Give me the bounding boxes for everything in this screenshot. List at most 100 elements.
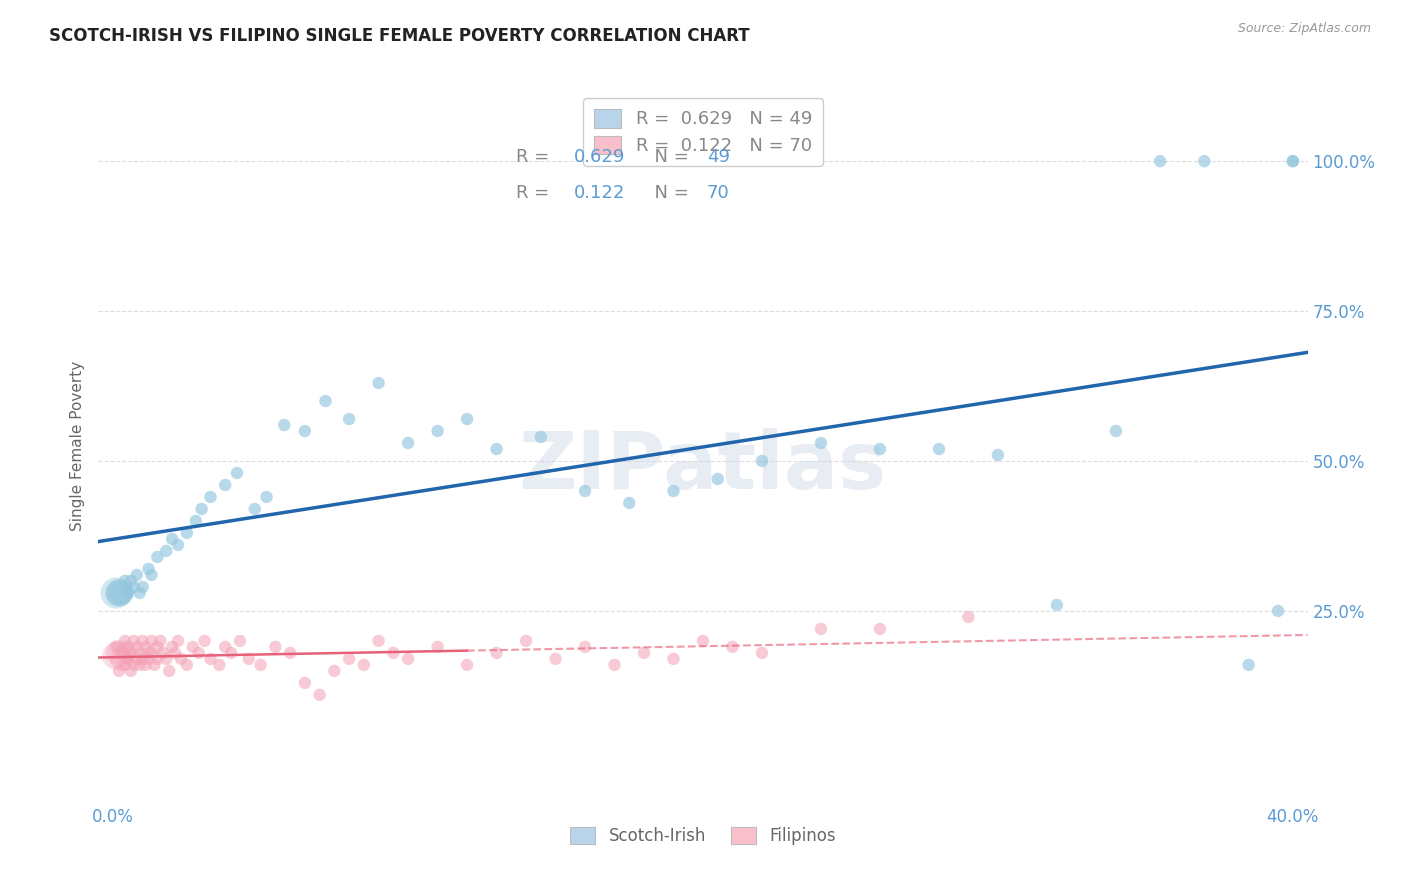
Legend: Scotch-Irish, Filipinos: Scotch-Irish, Filipinos: [564, 820, 842, 852]
Point: [200, 652, 222, 666]
Point: [128, 586, 150, 600]
Point: [108, 586, 131, 600]
Point: [1105, 424, 1128, 438]
Point: [810, 622, 832, 636]
Point: [367, 633, 389, 648]
Point: [135, 657, 157, 672]
Point: [278, 646, 301, 660]
Point: [619, 496, 641, 510]
Point: [544, 652, 567, 666]
Point: [810, 436, 832, 450]
Point: [128, 657, 150, 672]
Point: [574, 640, 596, 654]
Y-axis label: Single Female Poverty: Single Female Poverty: [69, 361, 84, 531]
Point: [662, 483, 685, 498]
Point: [160, 640, 183, 654]
Point: [155, 544, 177, 558]
Point: [751, 646, 773, 660]
Point: [146, 640, 169, 654]
Point: [146, 652, 169, 666]
Point: [200, 490, 222, 504]
Point: [692, 633, 714, 648]
Point: [138, 646, 160, 660]
Point: [1267, 604, 1289, 618]
Text: R =: R =: [516, 148, 554, 166]
Point: [238, 652, 260, 666]
Point: [530, 430, 553, 444]
Point: [170, 652, 193, 666]
Text: ZIPatlas: ZIPatlas: [519, 428, 887, 507]
Point: [125, 640, 148, 654]
Point: [125, 652, 148, 666]
Point: [141, 568, 163, 582]
Point: [353, 657, 375, 672]
Point: [485, 646, 508, 660]
Point: [229, 633, 252, 648]
Point: [603, 657, 626, 672]
Point: [456, 657, 478, 672]
Point: [1194, 154, 1216, 169]
Point: [987, 448, 1010, 462]
Point: [396, 652, 419, 666]
Point: [131, 652, 153, 666]
Point: [208, 657, 231, 672]
Point: [751, 454, 773, 468]
Point: [214, 478, 236, 492]
Point: [114, 646, 136, 660]
Point: [125, 568, 148, 582]
Point: [155, 652, 177, 666]
Point: [120, 664, 142, 678]
Point: [633, 646, 655, 660]
Point: [111, 586, 134, 600]
Point: [249, 657, 271, 672]
Point: [273, 417, 295, 432]
Point: [382, 646, 405, 660]
Point: [367, 376, 389, 390]
Point: [1149, 154, 1171, 169]
Point: [160, 532, 183, 546]
Text: SCOTCH-IRISH VS FILIPINO SINGLE FEMALE POVERTY CORRELATION CHART: SCOTCH-IRISH VS FILIPINO SINGLE FEMALE P…: [49, 27, 749, 45]
Point: [574, 483, 596, 498]
Point: [120, 574, 142, 588]
Text: Source: ZipAtlas.com: Source: ZipAtlas.com: [1237, 22, 1371, 36]
Point: [1282, 154, 1305, 169]
Point: [108, 586, 131, 600]
Point: [214, 640, 236, 654]
Point: [114, 657, 136, 672]
Point: [117, 640, 139, 654]
Point: [167, 633, 190, 648]
Point: [256, 490, 278, 504]
Point: [721, 640, 744, 654]
Point: [662, 652, 685, 666]
Point: [111, 652, 134, 666]
Point: [122, 633, 145, 648]
Point: [308, 688, 330, 702]
Point: [1046, 598, 1069, 612]
Point: [1282, 154, 1305, 169]
Point: [143, 657, 166, 672]
Point: [114, 633, 136, 648]
Point: [114, 574, 136, 588]
Text: 70: 70: [707, 184, 730, 202]
Point: [869, 622, 891, 636]
Point: [294, 676, 316, 690]
Point: [928, 442, 950, 456]
Point: [190, 502, 212, 516]
Text: N =: N =: [643, 148, 695, 166]
Point: [141, 633, 163, 648]
Point: [396, 436, 419, 450]
Point: [117, 652, 139, 666]
Point: [117, 586, 139, 600]
Point: [131, 580, 153, 594]
Point: [485, 442, 508, 456]
Point: [108, 664, 131, 678]
Text: 49: 49: [707, 148, 730, 166]
Point: [105, 640, 128, 654]
Point: [167, 538, 190, 552]
Point: [869, 442, 891, 456]
Point: [157, 664, 180, 678]
Point: [138, 652, 160, 666]
Point: [135, 640, 157, 654]
Point: [128, 646, 150, 660]
Point: [315, 394, 337, 409]
